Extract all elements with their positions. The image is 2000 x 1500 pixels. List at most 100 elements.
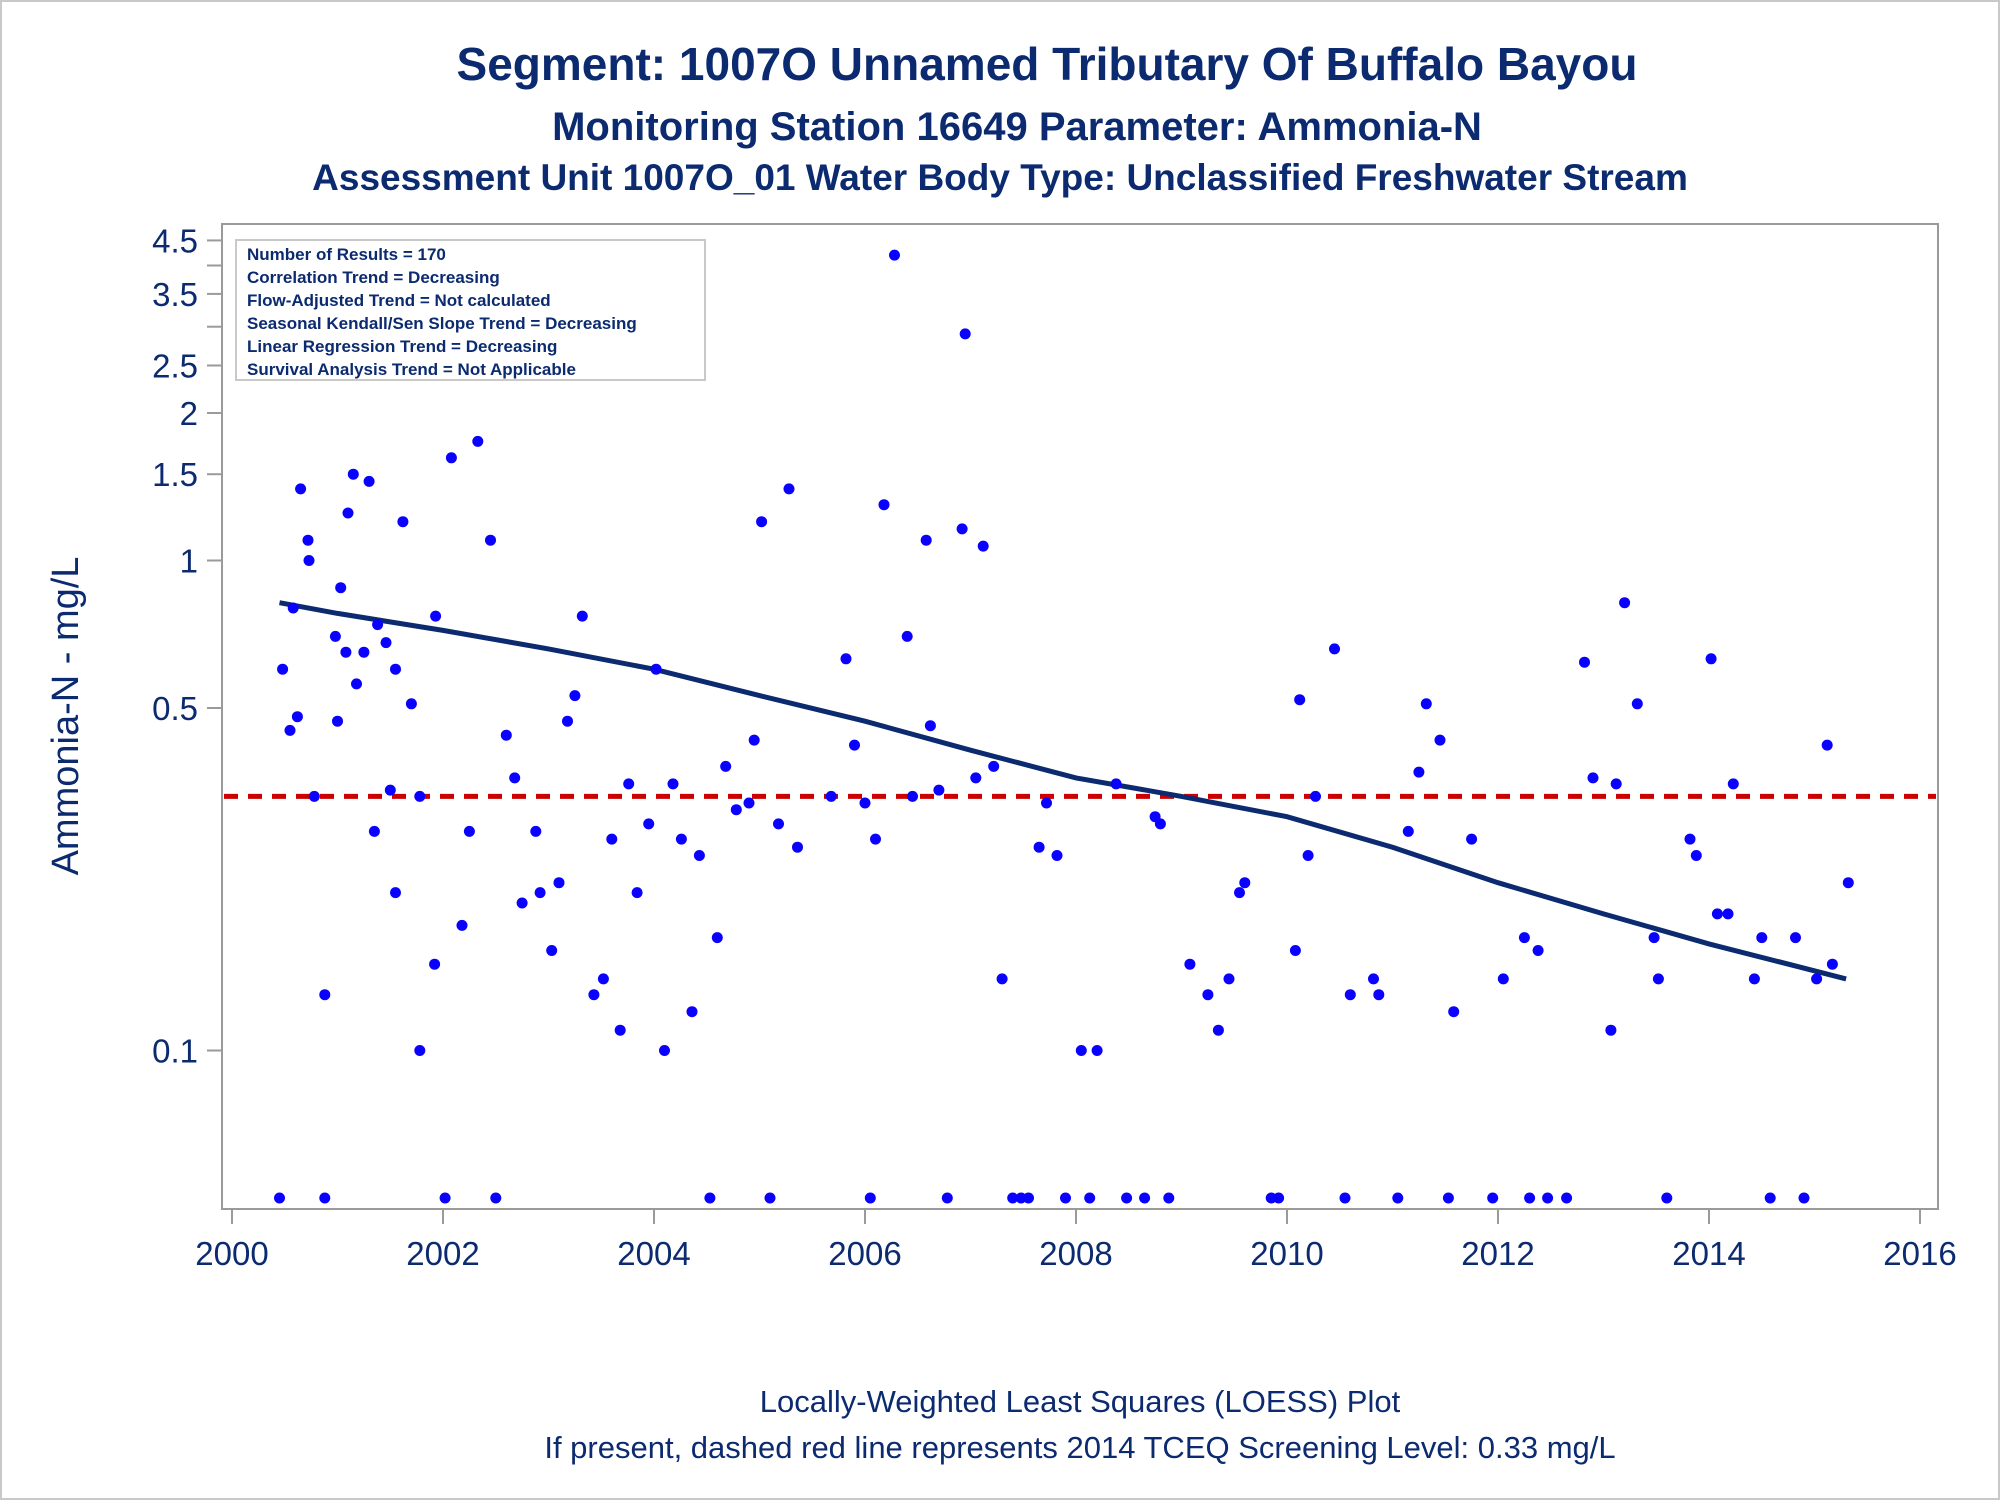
data-point (1091, 1045, 1103, 1056)
data-point (380, 637, 392, 649)
data-point (959, 328, 971, 340)
data-point (686, 1006, 698, 1018)
data-point (1542, 1192, 1554, 1204)
data-point (1234, 887, 1245, 899)
data-point (1631, 698, 1643, 710)
data-point (358, 646, 370, 658)
data-point (287, 602, 299, 614)
data-point (704, 1192, 716, 1204)
data-point (1373, 989, 1385, 1001)
data-point (1084, 1192, 1096, 1204)
x-axis: 2000 2002 2004 2006 2008 2010 2012 2014 2016 (195, 1209, 1957, 1272)
y-tick-label: 2.5 (152, 348, 198, 385)
data-point (730, 804, 742, 816)
data-point (372, 619, 384, 631)
data-point (1587, 772, 1599, 784)
data-point (1344, 989, 1356, 1001)
data-point (956, 523, 968, 535)
data-point (1273, 1192, 1285, 1204)
data-point (1684, 833, 1696, 845)
data-point (1764, 1192, 1776, 1204)
y-tick-label: 1.5 (152, 456, 198, 493)
data-point (1524, 1192, 1536, 1204)
data-point (1212, 1024, 1224, 1036)
data-point (430, 610, 442, 622)
data-point (546, 945, 558, 956)
y-tick-label: 2 (180, 395, 198, 432)
data-point (429, 958, 441, 970)
data-point (1302, 850, 1314, 861)
x-tick-label: 2002 (406, 1235, 479, 1272)
data-point (405, 698, 417, 710)
data-point (384, 784, 396, 796)
plot-area (221, 223, 1939, 1210)
data-point (500, 729, 512, 741)
data-point (347, 468, 359, 480)
data-point (1420, 698, 1432, 710)
trend-line-flow-adjusted: Flow-Adjusted Trend = Not calculated (247, 291, 551, 310)
data-point (1121, 1192, 1133, 1204)
data-point (1402, 825, 1414, 837)
trend-line-linear-regression: Linear Regression Trend = Decreasing (247, 337, 557, 356)
data-point (1532, 945, 1544, 956)
data-point (1075, 1045, 1087, 1056)
data-point (614, 1024, 626, 1036)
data-point (351, 678, 362, 690)
data-point (933, 784, 945, 796)
data-point (534, 887, 546, 899)
data-point (553, 877, 565, 889)
y-tick-label: 4.5 (152, 222, 198, 259)
data-point (920, 534, 932, 546)
data-point (456, 919, 468, 931)
trend-line-correlation: Correlation Trend = Decreasing (247, 268, 500, 287)
data-point (1619, 597, 1631, 609)
data-point (1842, 877, 1854, 889)
data-point (1579, 656, 1590, 668)
data-point (439, 1192, 451, 1204)
data-point (295, 483, 307, 495)
data-point (864, 1192, 876, 1204)
data-point (329, 630, 341, 642)
data-point (840, 653, 852, 665)
data-point (988, 760, 1000, 772)
data-point (1310, 790, 1321, 802)
x-tick-label: 2008 (1039, 1235, 1112, 1272)
data-point (530, 825, 542, 837)
data-point (1239, 877, 1251, 889)
data-point (743, 797, 755, 809)
data-point (1711, 908, 1723, 920)
data-point (390, 887, 401, 899)
data-point (1368, 973, 1379, 985)
data-point (901, 630, 913, 642)
data-point (1648, 932, 1660, 944)
data-point (1023, 1192, 1034, 1204)
data-point (773, 818, 784, 830)
data-point (859, 797, 871, 809)
trend-line-results: Number of Results = 170 (247, 245, 446, 264)
data-point (1154, 818, 1166, 830)
data-point (1821, 739, 1833, 751)
data-point (485, 534, 496, 546)
data-point (1202, 989, 1214, 1001)
data-point (1722, 908, 1734, 920)
data-point (308, 790, 320, 802)
x-tick-label: 2010 (1250, 1235, 1323, 1272)
data-point (291, 711, 303, 723)
data-point (977, 540, 989, 552)
data-point (675, 833, 687, 845)
trend-summary-frame (235, 239, 706, 381)
data-point (340, 646, 352, 658)
data-point (996, 973, 1008, 985)
data-point (274, 1192, 285, 1204)
data-point (1007, 1192, 1019, 1204)
data-points (274, 239, 1854, 1204)
data-point (1518, 932, 1530, 944)
data-point (907, 790, 918, 802)
data-point (1748, 973, 1760, 985)
data-point (1392, 1192, 1404, 1204)
data-point (1790, 932, 1801, 944)
footnote-loess: Locally-Weighted Least Squares (LOESS) P… (760, 1384, 1401, 1419)
data-point (650, 663, 662, 675)
trend-line-survival: Survival Analysis Trend = Not Applicable (247, 360, 576, 379)
